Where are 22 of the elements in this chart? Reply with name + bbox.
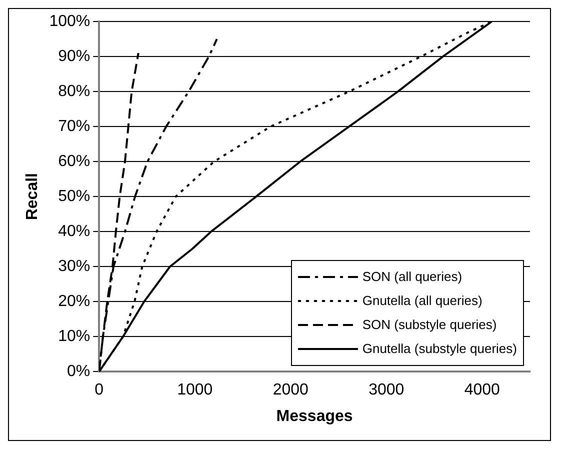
y-axis-title: Recall [24, 173, 42, 220]
y-tick-label: 10% [58, 328, 90, 346]
x-tick-label: 2000 [272, 382, 309, 399]
y-tick-label: 100% [49, 13, 90, 30]
x-axis-title: Messages [276, 408, 353, 425]
x-tick-label: 4000 [464, 382, 500, 399]
y-tick-label: 60% [58, 153, 90, 170]
y-tick-label: 20% [58, 293, 90, 310]
x-tick-label: 0 [94, 382, 104, 399]
x-tick-label: 3000 [368, 382, 404, 399]
legend-label: Gnutella (all queries) [362, 293, 482, 308]
y-tick-label: 70% [58, 118, 90, 136]
y-tick-label: 80% [58, 83, 90, 100]
legend-label: Gnutella (substyle queries) [362, 341, 517, 356]
y-tick-label: 40% [58, 223, 90, 240]
legend-label: SON (all queries) [362, 269, 462, 284]
y-tick-label: 0% [66, 363, 90, 380]
legend-label: SON (substyle queries) [362, 317, 497, 332]
x-tick-label: 1000 [177, 382, 213, 399]
y-tick-label: 30% [58, 258, 90, 276]
y-tick-label: 50% [58, 188, 90, 206]
y-tick-label: 90% [58, 48, 90, 66]
